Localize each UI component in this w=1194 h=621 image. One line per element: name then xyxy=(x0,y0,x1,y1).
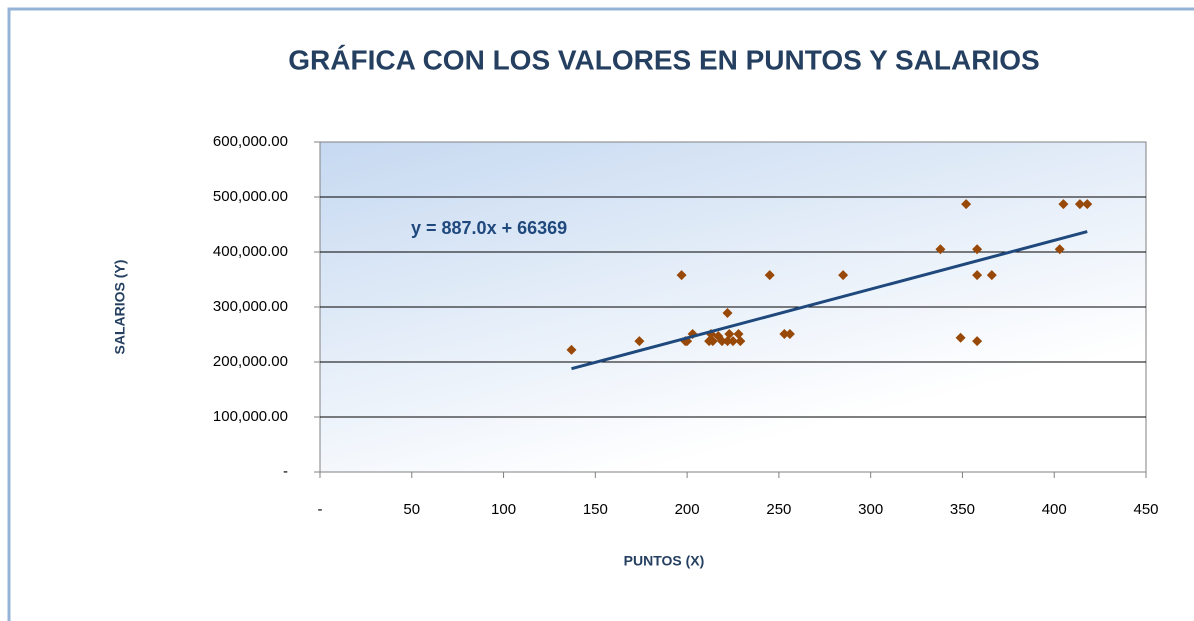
point xyxy=(722,308,733,319)
x-tick-label: 300 xyxy=(858,501,883,518)
point xyxy=(735,336,746,347)
point xyxy=(935,244,946,255)
point xyxy=(566,344,577,355)
point xyxy=(784,328,795,339)
trendline xyxy=(571,230,1088,371)
point xyxy=(1082,199,1093,210)
chart-title: GRÁFICA CON LOS VALORES EN PUNTOS Y SALA… xyxy=(288,44,1039,75)
point xyxy=(961,199,972,210)
point xyxy=(676,270,687,281)
point xyxy=(724,328,735,339)
x-tick-label: 50 xyxy=(403,501,420,518)
point xyxy=(838,270,849,281)
x-axis-title: PUNTOS (X) xyxy=(624,553,705,569)
point xyxy=(634,336,645,347)
point xyxy=(764,270,775,281)
x-tick-label: 200 xyxy=(675,501,700,518)
point xyxy=(707,336,718,347)
x-tick-label: 450 xyxy=(1133,501,1158,518)
point xyxy=(722,336,733,347)
x-tick-label: - xyxy=(318,501,323,518)
point xyxy=(1058,199,1069,210)
point xyxy=(972,336,983,347)
y-axis-title: SALARIOS (Y) xyxy=(112,260,128,355)
point xyxy=(1054,244,1065,255)
x-tick-label: 250 xyxy=(766,501,791,518)
y-tick-label: 500,000.00 xyxy=(213,188,288,205)
trendline-label: y = 887.0x + 66369 xyxy=(411,218,567,238)
x-tick-label: 150 xyxy=(583,501,608,518)
y-tick-label: - xyxy=(283,463,288,480)
point xyxy=(972,270,983,281)
point xyxy=(972,244,983,255)
point xyxy=(716,336,727,347)
point xyxy=(955,332,966,343)
y-tick-label: 400,000.00 xyxy=(213,243,288,260)
point xyxy=(986,270,997,281)
y-tick-label: 200,000.00 xyxy=(213,353,288,370)
point xyxy=(779,328,790,339)
y-tick-label: 600,000.00 xyxy=(213,133,288,150)
y-tick-label: 300,000.00 xyxy=(213,298,288,315)
x-tick-label: 400 xyxy=(1042,501,1067,518)
y-tick-label: 100,000.00 xyxy=(213,408,288,425)
point xyxy=(728,336,738,347)
x-tick-label: 100 xyxy=(491,501,516,518)
point xyxy=(1074,199,1085,210)
point xyxy=(733,328,744,339)
x-tick-label: 350 xyxy=(950,501,975,518)
